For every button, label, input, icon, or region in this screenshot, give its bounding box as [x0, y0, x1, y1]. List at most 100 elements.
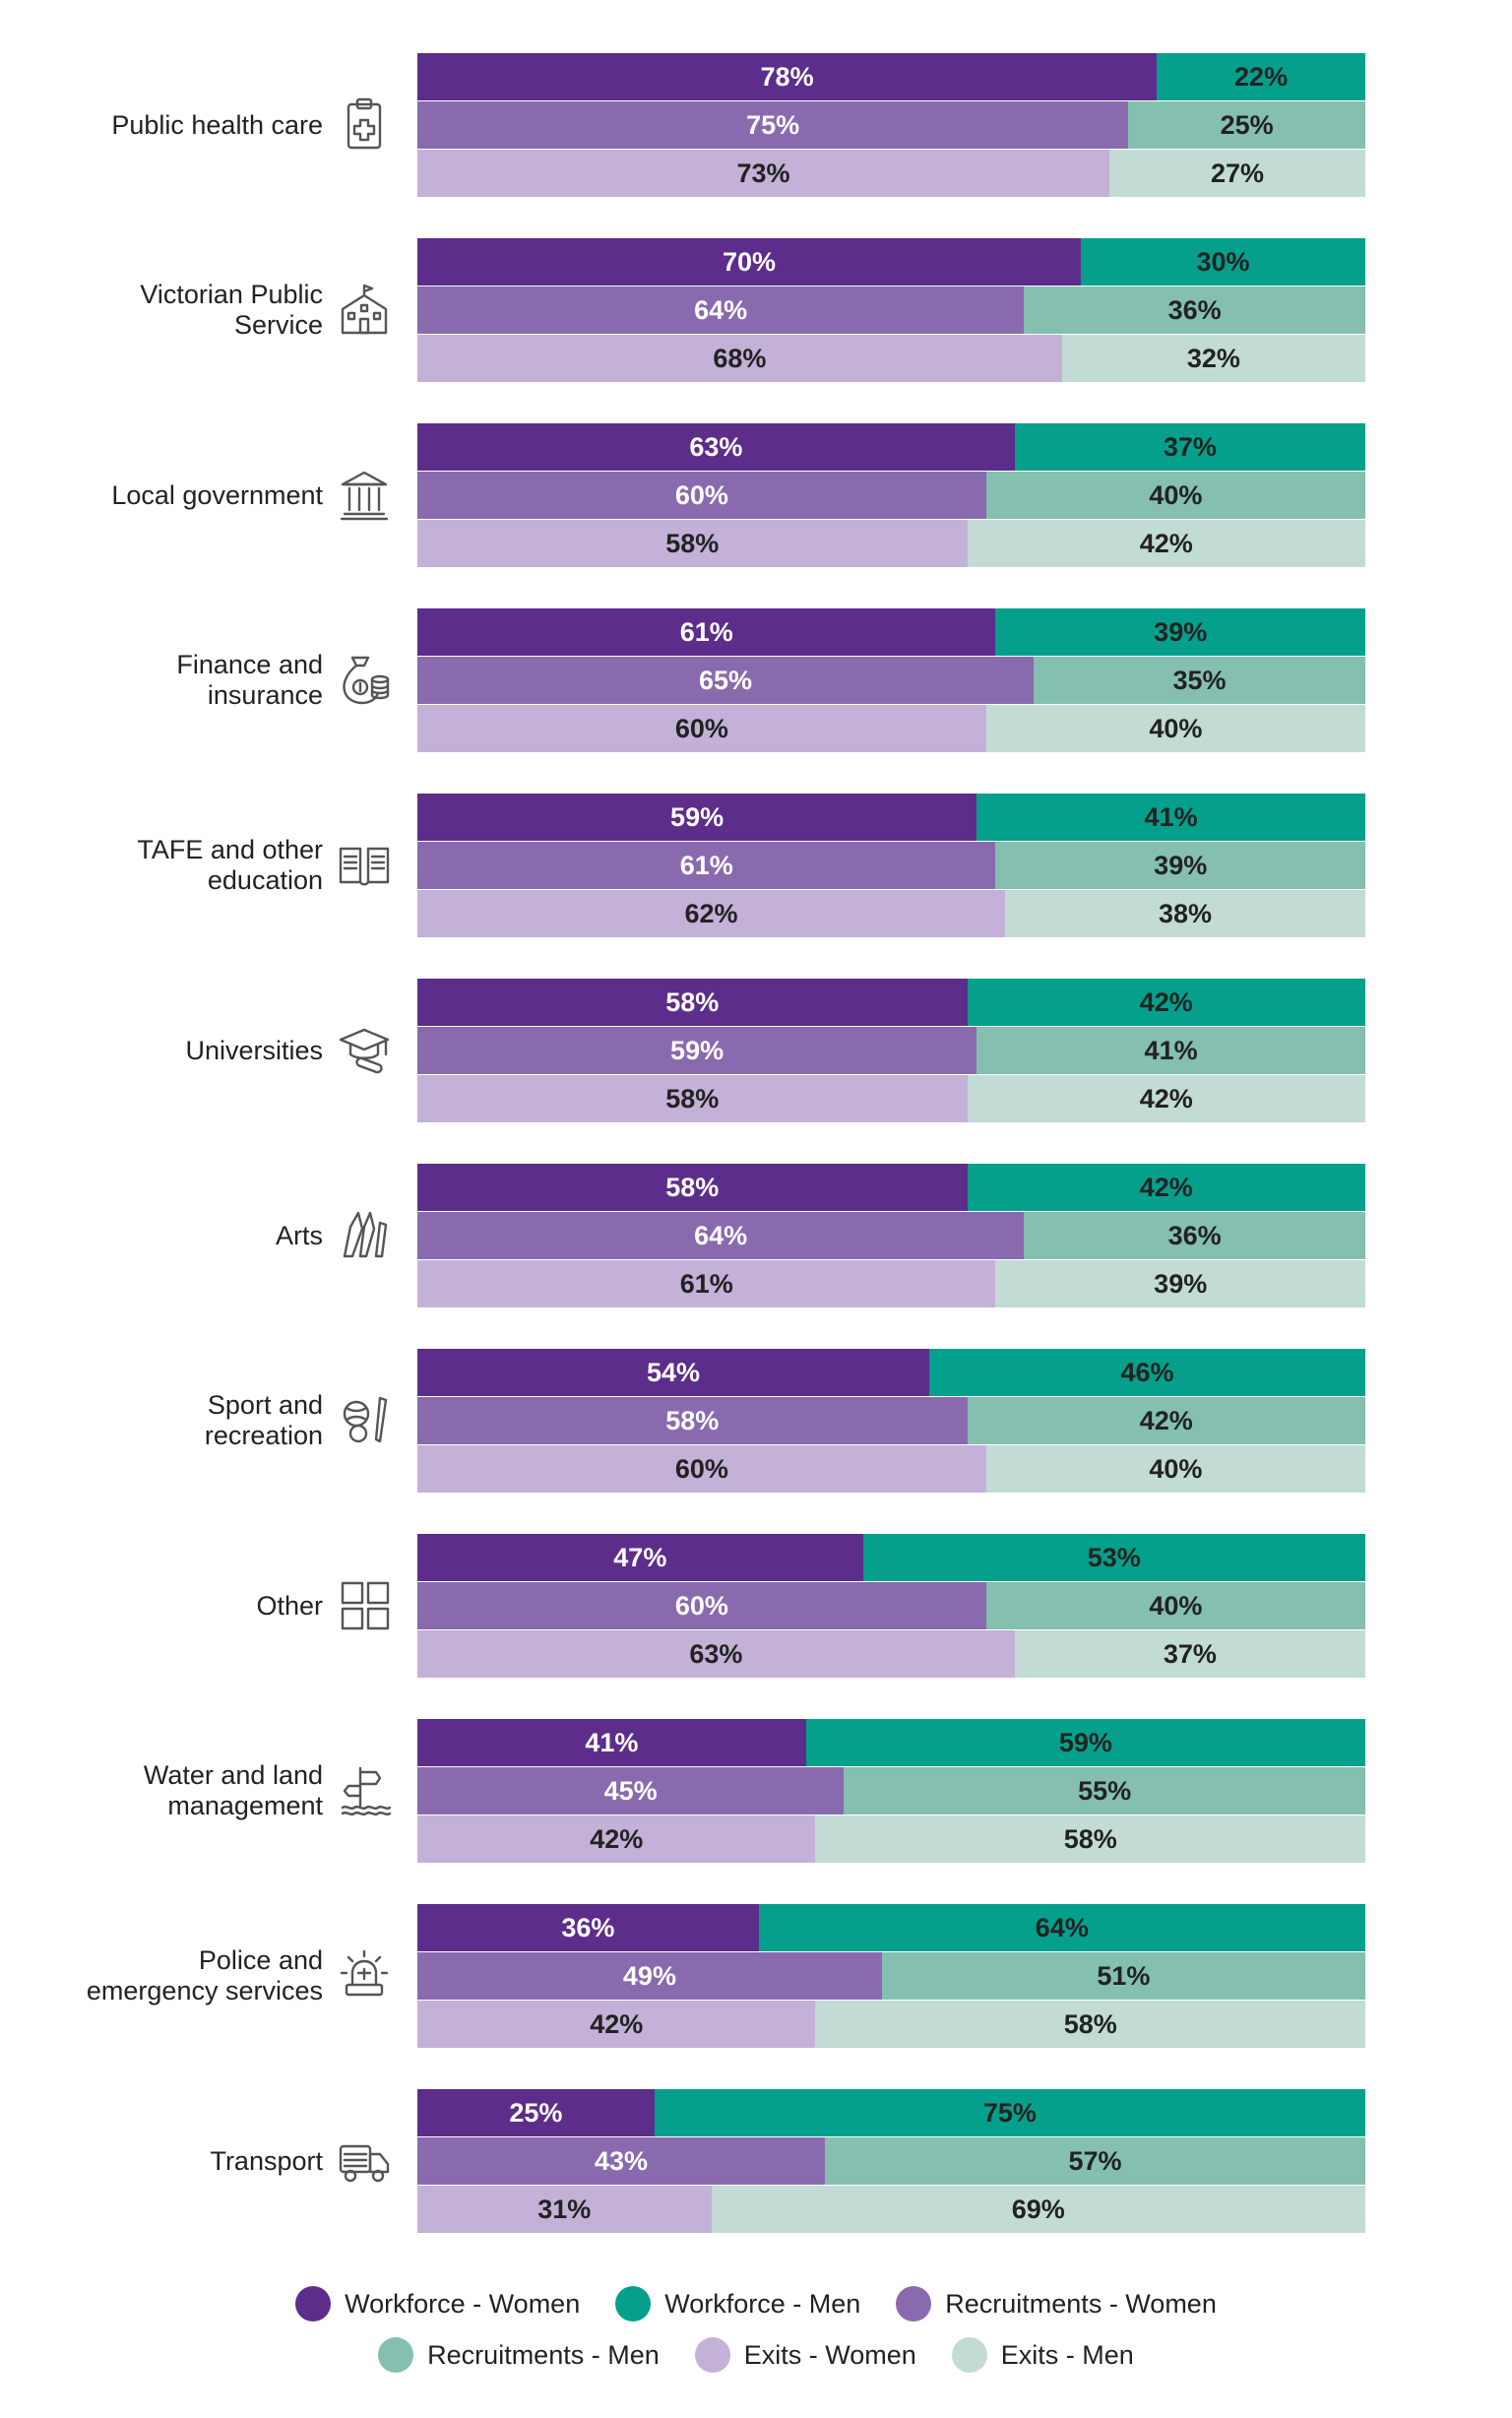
bar-recruitments-men [1128, 101, 1365, 149]
data-label: 42% [590, 1824, 644, 1854]
data-label: 36% [561, 1913, 615, 1942]
category-label: Universities [185, 1035, 323, 1065]
data-label: 57% [1068, 2146, 1122, 2176]
data-label: 25% [509, 2098, 563, 2128]
category-label: Sport and recreation [204, 1390, 323, 1450]
bar-workforce-men [758, 1904, 1365, 1951]
data-label: 58% [665, 1173, 720, 1202]
data-label: 58% [665, 987, 720, 1017]
bar-exits-men [815, 2001, 1365, 2048]
data-label: 40% [1149, 1591, 1203, 1621]
bar-workforce-women [417, 979, 968, 1026]
bar-workforce-men [1157, 53, 1365, 100]
sports-balls-icon [337, 1390, 392, 1451]
data-label: 63% [689, 1639, 743, 1669]
data-label: 63% [689, 432, 743, 462]
bar-exits-women [417, 1075, 968, 1122]
data-label: 69% [1011, 2195, 1065, 2224]
legend-item: Exits - Women [694, 2337, 916, 2373]
data-label: 64% [694, 295, 748, 325]
bar-exits-women [417, 1815, 816, 1863]
data-label: 46% [1120, 1358, 1174, 1387]
legend-row: Workforce - Women Workforce - Men Recruitm… [0, 2286, 1512, 2322]
bar-workforce-men [862, 1534, 1365, 1581]
data-label: 58% [665, 529, 720, 558]
data-label: 75% [746, 110, 800, 140]
truck-icon [337, 2131, 392, 2192]
bar-workforce-men [967, 979, 1365, 1026]
data-label: 60% [674, 480, 728, 510]
bar-workforce-women [417, 238, 1082, 286]
bar-workforce-men [967, 1164, 1365, 1211]
clipboard-cross-icon [337, 95, 392, 156]
data-label: 40% [1149, 480, 1203, 510]
data-label: 41% [1144, 802, 1198, 832]
school-building-icon [337, 280, 392, 341]
bar-exits-women [417, 705, 986, 752]
bar-workforce-men [654, 2089, 1365, 2136]
columns-building-icon [337, 465, 392, 526]
bar-recruitments-women [417, 1582, 986, 1629]
bar-recruitments-women [417, 842, 996, 889]
data-label: 64% [694, 1221, 748, 1250]
bar-workforce-women [417, 794, 977, 841]
data-label: 65% [698, 666, 752, 695]
bar-workforce-women [417, 2089, 655, 2136]
data-label: 61% [679, 617, 733, 647]
bar-recruitments-women [417, 286, 1025, 334]
bar-workforce-women [417, 1349, 930, 1396]
bar-workforce-women [417, 423, 1015, 471]
bar-workforce-women [417, 1534, 863, 1581]
bar-workforce-men [805, 1719, 1365, 1766]
data-label: 39% [1154, 617, 1208, 647]
bar-recruitments-women [417, 657, 1034, 704]
bar-recruitments-men [825, 2137, 1365, 2185]
data-label: 35% [1172, 666, 1227, 695]
data-label: 61% [679, 1269, 733, 1299]
data-label: 78% [760, 62, 814, 92]
legend-label: Workforce - Women [345, 2288, 581, 2319]
data-label: 43% [595, 2146, 649, 2176]
bar-recruitments-women [417, 101, 1129, 149]
legend-swatch [615, 2286, 652, 2322]
category-label: Victorian Public Service [140, 280, 323, 340]
bar-exits-men [995, 1260, 1365, 1307]
data-label: 64% [1035, 1913, 1089, 1942]
data-label: 59% [670, 802, 724, 832]
bar-recruitments-men [844, 1767, 1365, 1814]
data-label: 41% [1144, 1036, 1198, 1065]
data-label: 40% [1149, 714, 1203, 743]
bar-recruitments-men [976, 1027, 1365, 1074]
data-label: 58% [665, 1406, 720, 1435]
category-label: Transport [210, 2145, 323, 2176]
bar-exits-women [417, 1445, 986, 1493]
data-label: 49% [622, 1961, 676, 1991]
data-label: 42% [1139, 1406, 1193, 1435]
category-label: Police and emergency services [86, 1945, 323, 2005]
data-label: 70% [723, 247, 777, 277]
legend-swatch [694, 2337, 730, 2373]
data-label: 27% [1210, 159, 1264, 188]
graduation-cap-icon [337, 1020, 392, 1081]
emergency-light-icon [337, 1945, 392, 2006]
bar-exits-men [1061, 335, 1365, 382]
data-label: 62% [684, 899, 738, 928]
data-label: 58% [1063, 2009, 1117, 2039]
bar-exits-men [985, 1445, 1365, 1493]
data-label: 59% [1058, 1728, 1112, 1757]
data-label: 36% [1167, 295, 1222, 325]
bar-recruitments-men [1033, 657, 1365, 704]
bar-exits-men [1014, 1630, 1365, 1678]
bar-exits-men [985, 705, 1365, 752]
bar-exits-men [967, 520, 1365, 567]
bar-recruitments-women [417, 1212, 1025, 1259]
legend-item: Exits - Men [951, 2337, 1134, 2373]
data-label: 60% [674, 1454, 728, 1484]
data-label: 58% [665, 1084, 720, 1114]
data-label: 25% [1220, 110, 1274, 140]
signpost-water-icon [337, 1760, 392, 1821]
bar-exits-men [1108, 150, 1365, 197]
bar-workforce-men [929, 1349, 1365, 1396]
data-label: 47% [613, 1543, 667, 1572]
bar-exits-men [1005, 890, 1365, 937]
